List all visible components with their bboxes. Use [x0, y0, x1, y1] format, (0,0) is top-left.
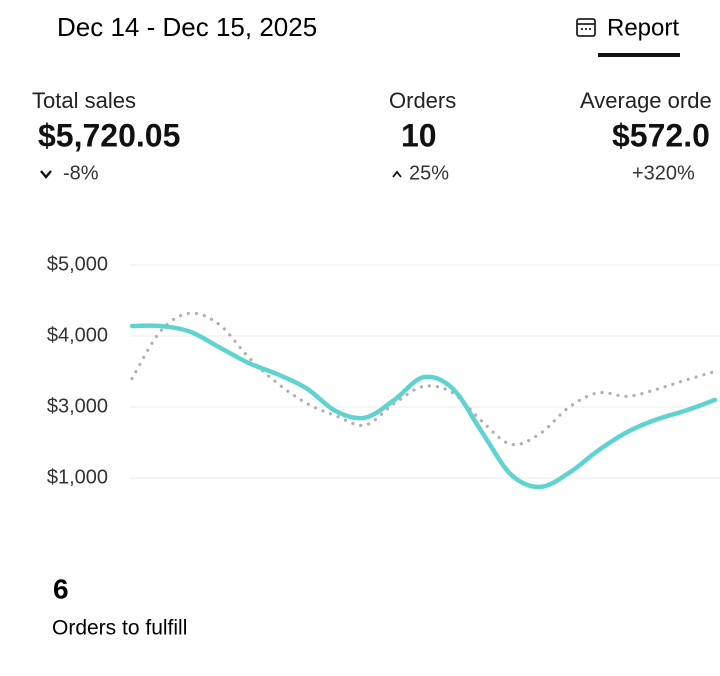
report-icon	[576, 18, 596, 37]
y-tick-label: $5,000	[47, 253, 108, 275]
sales-chart: $5,000 $4,000 $3,000 $1,000	[47, 253, 720, 490]
fulfill-count[interactable]: 6	[53, 573, 69, 604]
metric-change: +320%	[632, 162, 695, 184]
metric-change: -8%	[63, 162, 99, 184]
y-tick-label: $4,000	[47, 324, 108, 346]
y-tick-label: $1,000	[47, 466, 108, 488]
report-tab[interactable]: Report	[607, 14, 679, 41]
comparison-line	[130, 311, 717, 447]
metric-value: 10	[401, 117, 437, 153]
y-tick-label: $3,000	[47, 395, 108, 417]
tab-underline	[598, 53, 680, 57]
down-chevron	[40, 170, 52, 179]
metric-value: $5,720.05	[38, 117, 180, 153]
metric-change: 25%	[409, 162, 449, 184]
metric-value: $572.0	[612, 117, 710, 153]
sales-line	[129, 323, 718, 490]
metric-label: Average orde	[580, 88, 712, 113]
metric-label: Orders	[389, 88, 456, 113]
up-chevron	[392, 170, 402, 178]
fulfill-label[interactable]: Orders to fulfill	[52, 617, 187, 640]
metric-label: Total sales	[32, 88, 136, 113]
date-range[interactable]: Dec 14 - Dec 15, 2025	[57, 12, 317, 42]
